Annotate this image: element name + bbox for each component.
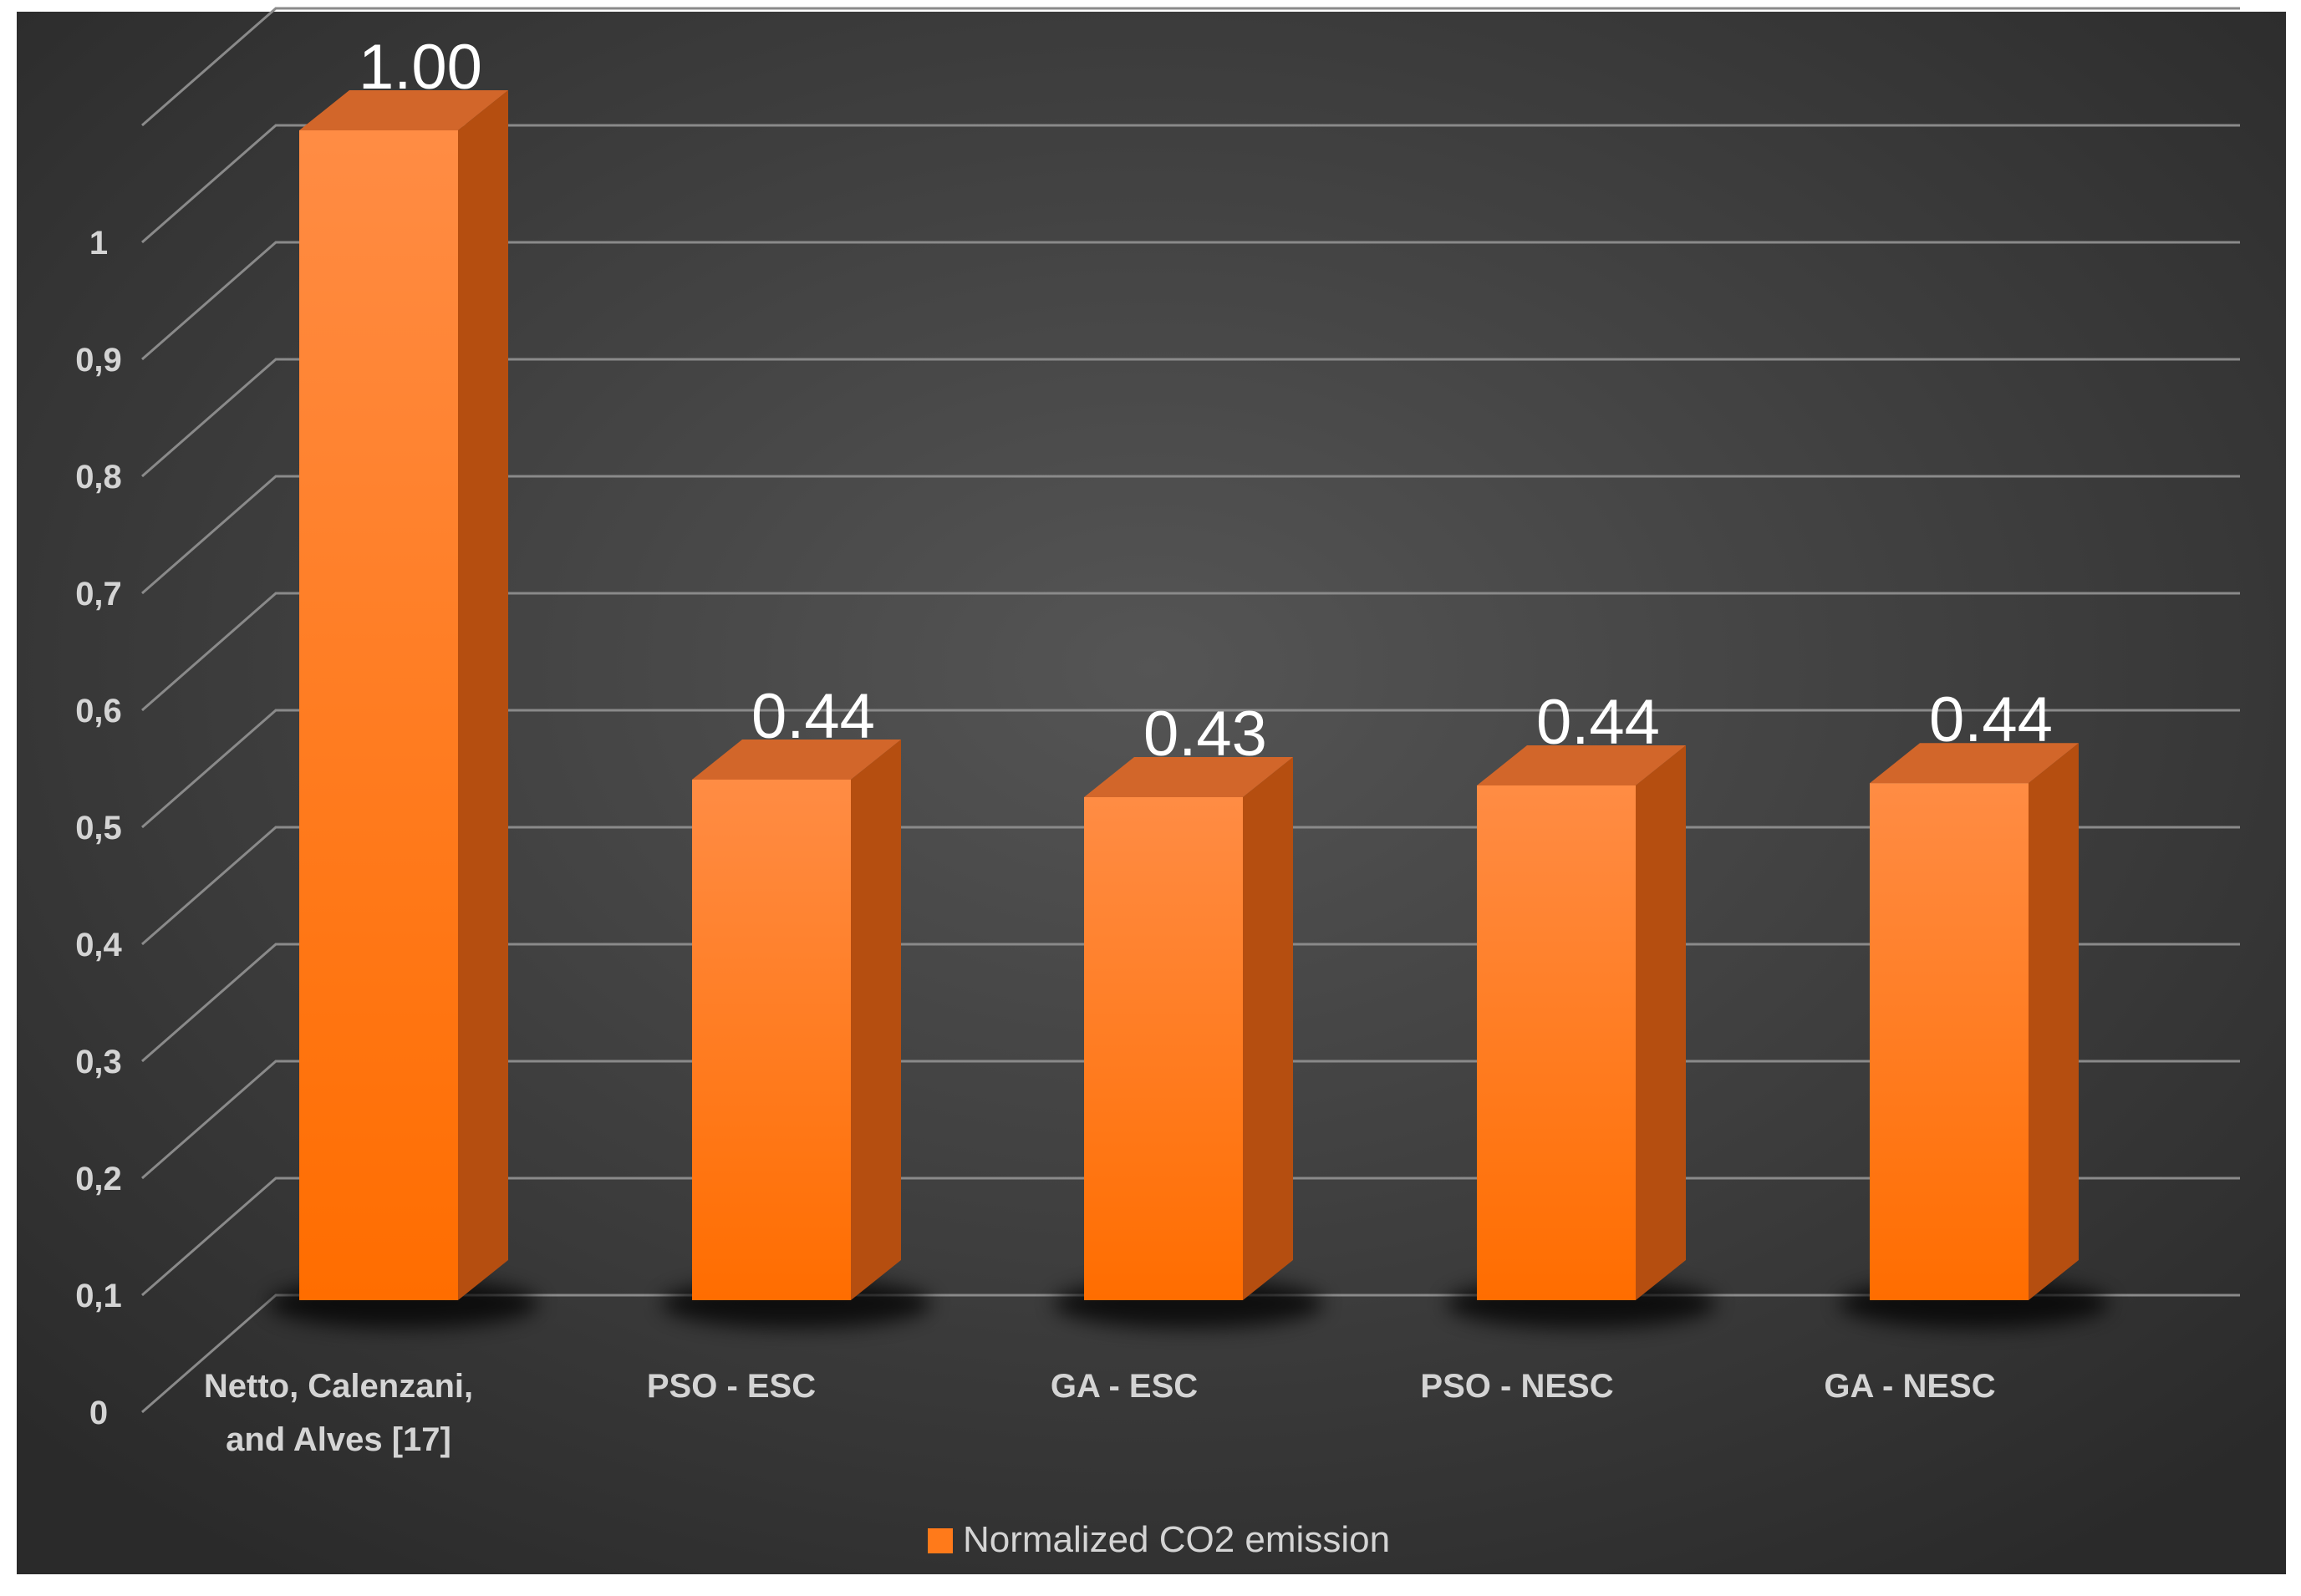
gridline xyxy=(141,475,2240,595)
bar-side xyxy=(458,90,508,1300)
y-tick-label: 1 xyxy=(89,225,108,262)
bar xyxy=(1477,785,1636,1300)
bar xyxy=(299,130,458,1300)
gridlines xyxy=(141,7,2240,1414)
bar xyxy=(1084,797,1243,1300)
gridline xyxy=(141,709,2240,829)
y-tick-label: 0 xyxy=(89,1395,108,1431)
bar-top xyxy=(1477,745,1686,785)
bar-top xyxy=(1084,757,1293,797)
bar-side xyxy=(2029,743,2079,1300)
gridline xyxy=(141,7,2240,127)
bar-side xyxy=(1243,757,1293,1300)
data-label: 0.44 xyxy=(751,681,875,752)
data-labels: 1.00 0.44 0.43 0.44 0.44 xyxy=(359,32,2053,770)
gridline xyxy=(141,592,2240,712)
y-tick-label: 0,9 xyxy=(75,342,122,379)
y-tick-label: 0,2 xyxy=(75,1161,122,1197)
data-label: 0.44 xyxy=(1536,687,1660,758)
data-label: 1.00 xyxy=(359,32,482,103)
legend-label: Normalized CO2 emission xyxy=(963,1519,1390,1560)
bar-top xyxy=(692,740,901,780)
x-tick-label: PSO - ESC xyxy=(647,1368,816,1405)
bar-top xyxy=(299,90,508,130)
y-tick-label: 0,7 xyxy=(75,576,122,612)
gridline xyxy=(141,358,2240,478)
gridline xyxy=(141,241,2240,361)
y-tick-label: 0,5 xyxy=(75,810,122,846)
y-tick-label: 0,3 xyxy=(75,1044,122,1080)
legend-swatch xyxy=(928,1528,953,1553)
x-tick-label: GA - NESC xyxy=(1824,1368,1995,1405)
y-tick-label: 0,1 xyxy=(75,1278,122,1314)
y-tick-label: 0,8 xyxy=(75,459,122,496)
x-axis-category-labels: Netto, Calenzani, and Alves [17] PSO - ESC… xyxy=(204,1368,1996,1458)
data-label: 0.44 xyxy=(1929,684,2053,755)
bar xyxy=(1870,783,2029,1300)
x-tick-label: Netto, Calenzani, and Alves [17] xyxy=(204,1368,473,1458)
bar-top xyxy=(1870,743,2079,784)
bar xyxy=(692,780,851,1300)
x-tick-label: PSO - NESC xyxy=(1420,1368,1613,1405)
y-tick-label: 0,6 xyxy=(75,693,122,729)
bar-side xyxy=(1636,745,1686,1300)
gridline xyxy=(141,124,2240,244)
y-axis-tick-labels: 0 0,1 0,2 0,3 0,4 0,5 0,6 0,7 0,8 0,9 1 xyxy=(75,225,122,1431)
bar-side xyxy=(851,740,901,1300)
y-tick-label: 0,4 xyxy=(75,927,122,963)
x-tick-label: GA - ESC xyxy=(1051,1368,1198,1405)
bars xyxy=(268,90,2110,1329)
legend: Normalized CO2 emission xyxy=(928,1519,1390,1560)
data-label: 0.43 xyxy=(1143,699,1267,770)
